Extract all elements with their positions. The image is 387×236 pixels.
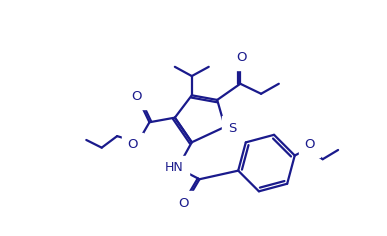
Text: O: O — [178, 197, 188, 210]
Text: O: O — [127, 138, 138, 151]
Text: O: O — [304, 138, 315, 151]
Text: O: O — [236, 51, 246, 64]
Text: S: S — [228, 122, 236, 135]
Text: HN: HN — [165, 161, 183, 174]
Text: O: O — [131, 90, 142, 103]
